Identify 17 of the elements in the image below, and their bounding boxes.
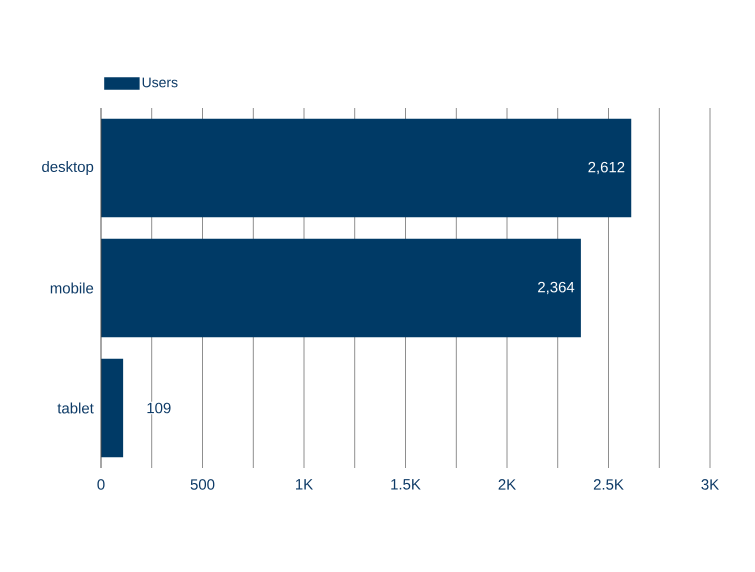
y-tick-label: tablet	[57, 402, 94, 414]
x-tick-label: 1.5K	[391, 479, 421, 490]
x-tick-label: 2.5K	[594, 479, 624, 490]
x-tick-label: 2K	[498, 479, 516, 490]
text: 2,364	[538, 282, 574, 294]
bar	[101, 118, 632, 218]
x-tick-label: 500	[190, 479, 214, 490]
y-tick-label: mobile	[50, 282, 94, 294]
x-tick-label: 0	[97, 479, 105, 490]
y-tick-label: desktop	[42, 161, 94, 175]
x-tick-label: 3K	[701, 479, 719, 490]
bar	[101, 358, 124, 458]
legend-label: Users	[142, 78, 178, 88]
text: 2,612	[588, 162, 624, 174]
bar	[101, 238, 581, 338]
text: 109	[147, 402, 171, 414]
x-tick-label: 1K	[296, 479, 313, 490]
